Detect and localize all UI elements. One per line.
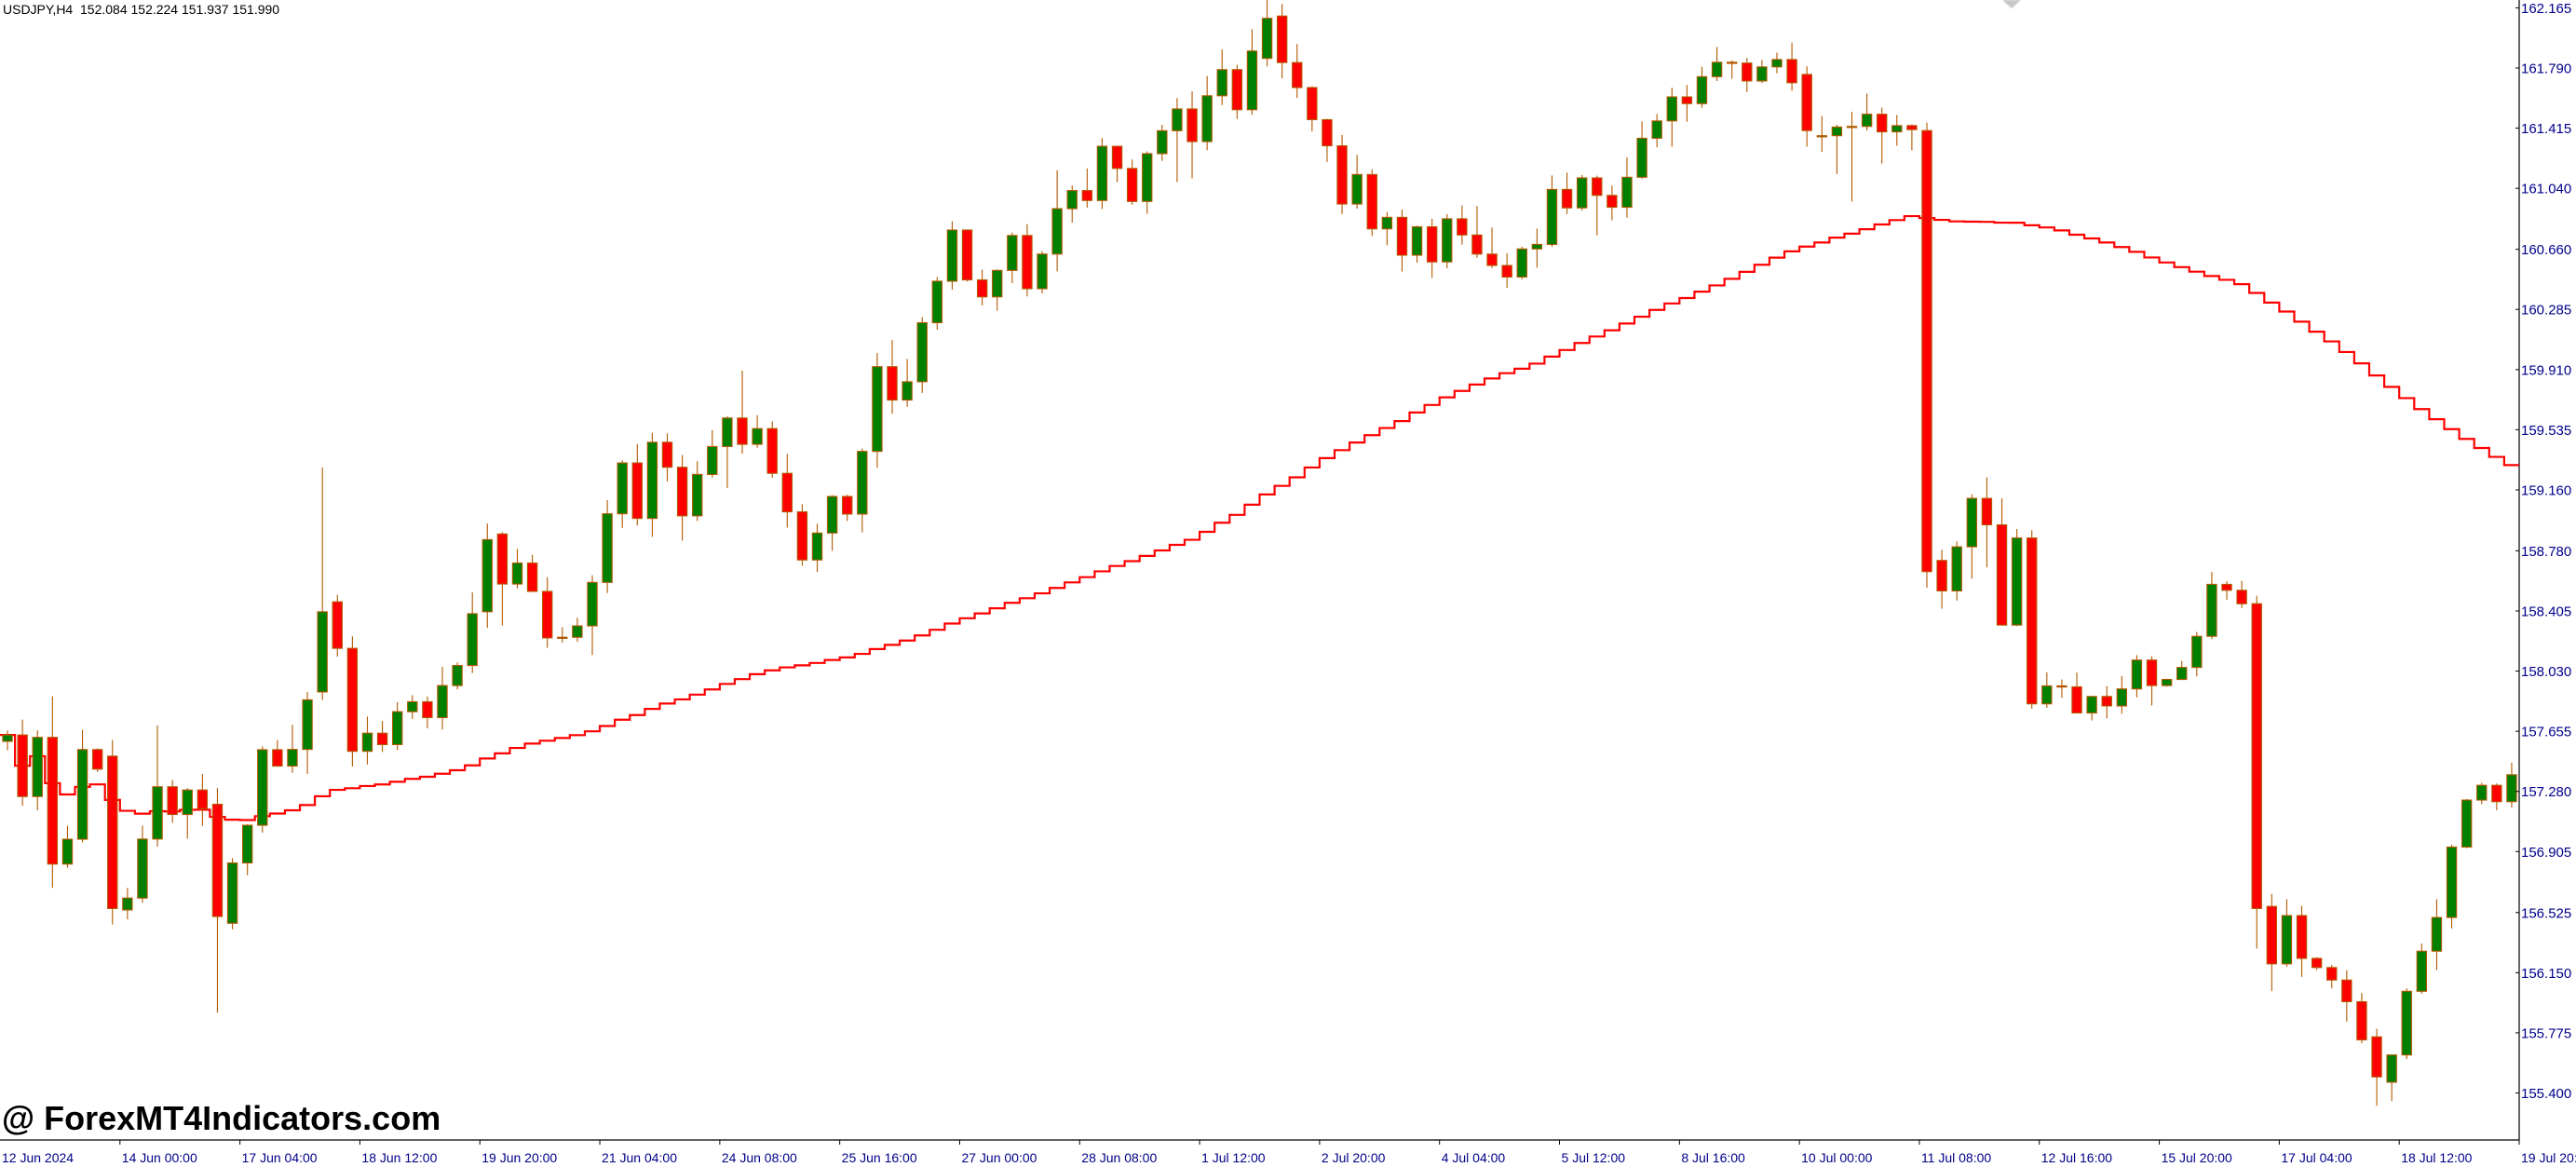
svg-text:161.415: 161.415	[2521, 121, 2571, 137]
svg-text:12 Jul 16:00: 12 Jul 16:00	[2041, 1150, 2112, 1165]
svg-text:155.400: 155.400	[2521, 1086, 2571, 1102]
svg-text:156.525: 156.525	[2521, 905, 2571, 921]
svg-text:159.535: 159.535	[2521, 423, 2571, 439]
svg-text:12 Jun 2024: 12 Jun 2024	[2, 1150, 74, 1165]
svg-text:28 Jun 08:00: 28 Jun 08:00	[1081, 1150, 1157, 1165]
svg-text:18 Jul 12:00: 18 Jul 12:00	[2401, 1150, 2472, 1165]
svg-text:158.780: 158.780	[2521, 544, 2571, 560]
svg-text:161.040: 161.040	[2521, 182, 2571, 197]
svg-text:19 Jun 20:00: 19 Jun 20:00	[481, 1150, 557, 1165]
svg-text:160.285: 160.285	[2521, 303, 2571, 319]
svg-text:157.280: 157.280	[2521, 784, 2571, 800]
svg-text:158.405: 158.405	[2521, 604, 2571, 619]
svg-text:162.165: 162.165	[2521, 1, 2571, 17]
svg-text:27 Jun 00:00: 27 Jun 00:00	[961, 1150, 1037, 1165]
svg-text:24 Jun 08:00: 24 Jun 08:00	[722, 1150, 797, 1165]
svg-text:155.775: 155.775	[2521, 1025, 2571, 1041]
svg-text:4 Jul 04:00: 4 Jul 04:00	[1442, 1150, 1506, 1165]
svg-text:17 Jul 04:00: 17 Jul 04:00	[2281, 1150, 2352, 1165]
svg-text:11 Jul 08:00: 11 Jul 08:00	[1921, 1150, 1991, 1165]
svg-text:25 Jun 16:00: 25 Jun 16:00	[842, 1150, 917, 1165]
svg-text:2 Jul 20:00: 2 Jul 20:00	[1322, 1150, 1386, 1165]
svg-text:159.910: 159.910	[2521, 362, 2571, 378]
svg-text:161.790: 161.790	[2521, 61, 2571, 77]
svg-text:8 Jul 16:00: 8 Jul 16:00	[1681, 1150, 1745, 1165]
svg-text:156.150: 156.150	[2521, 966, 2571, 982]
svg-text:156.905: 156.905	[2521, 845, 2571, 861]
svg-text:157.655: 157.655	[2521, 725, 2571, 740]
svg-text:159.160: 159.160	[2521, 482, 2571, 498]
svg-text:18 Jun 12:00: 18 Jun 12:00	[361, 1150, 437, 1165]
svg-text:1 Jul 12:00: 1 Jul 12:00	[1201, 1150, 1266, 1165]
svg-text:10 Jul 00:00: 10 Jul 00:00	[1801, 1150, 1872, 1165]
svg-text:158.030: 158.030	[2521, 664, 2571, 680]
svg-text:21 Jun 04:00: 21 Jun 04:00	[602, 1150, 677, 1165]
svg-text:5 Jul 12:00: 5 Jul 12:00	[1562, 1150, 1626, 1165]
svg-text:160.660: 160.660	[2521, 242, 2571, 258]
svg-text:17 Jun 04:00: 17 Jun 04:00	[242, 1150, 318, 1165]
svg-text:14 Jun 00:00: 14 Jun 00:00	[122, 1150, 197, 1165]
svg-text:15 Jul 20:00: 15 Jul 20:00	[2162, 1150, 2232, 1165]
svg-text:19 Jul 20:00: 19 Jul 20:00	[2521, 1150, 2576, 1165]
